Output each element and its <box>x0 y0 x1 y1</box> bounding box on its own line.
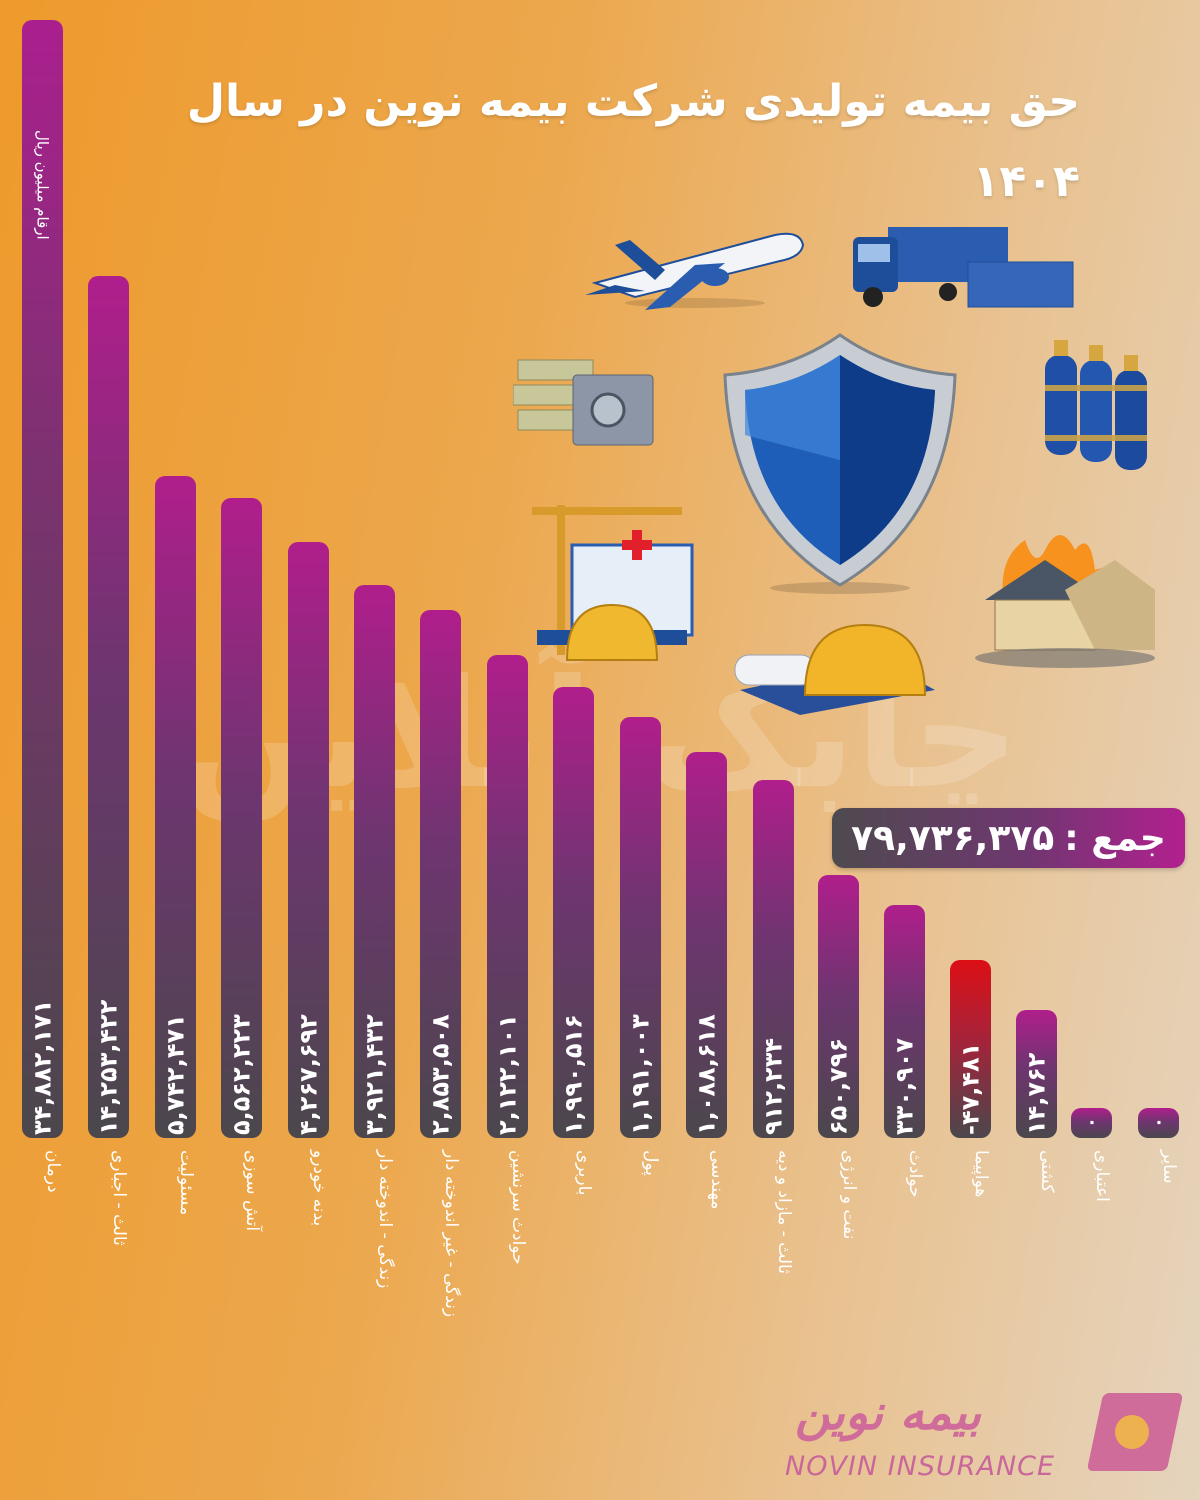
bar-value: ۶۵۰,۷۹۶ <box>824 1037 853 1135</box>
bar-motor-tpl <box>155 476 196 1138</box>
bar-value: -۴۷,۴۸۱ <box>956 1042 985 1135</box>
category-label: زندگی - اندوخته دار <box>375 1150 395 1289</box>
total-value: ۷۹,۷۳۶,۳۷۵ <box>851 817 1055 859</box>
unit-bar <box>22 20 63 1138</box>
bar-car-body <box>354 585 395 1138</box>
category-label: ثالث - اجباری <box>109 1150 129 1246</box>
category-label: مسئولیت <box>176 1150 196 1216</box>
bar-fire <box>288 542 329 1138</box>
bar-marine <box>1016 1010 1057 1138</box>
bar-life-nonsavings <box>487 655 528 1138</box>
unit-label: ارقام میلیون ریال <box>33 130 52 240</box>
bar-credit <box>1071 1108 1112 1138</box>
bar-value: ۱۴,۷۶۲ <box>1022 1052 1051 1135</box>
category-label: آتش سوزی <box>242 1150 262 1232</box>
bar-value: ۱,۱۹۱,۰۰۳ <box>626 1014 655 1135</box>
logo-persian-text: بیمه نوین <box>795 1385 982 1441</box>
category-label: ثالث - مازاد و دیه <box>774 1150 794 1274</box>
bar-value: ۴,۲۶۷,۶۹۲ <box>294 1014 323 1135</box>
bar-engineering <box>753 780 794 1138</box>
bar-other <box>1138 1108 1179 1138</box>
bar-value: ۱,۹۹۰,۵۱۶ <box>559 1014 588 1135</box>
gas-cylinders-icon <box>1045 340 1147 470</box>
bar-value: ۹۱۲,۲۳۴ <box>759 1037 788 1135</box>
bar-value: ۰ <box>1081 1117 1102 1129</box>
category-label: حوادث <box>905 1150 925 1198</box>
category-label: هواپیما <box>971 1150 991 1198</box>
total-badge: ۷۹,۷۳۶,۳۷۵ جمع : <box>832 808 1185 868</box>
bar-value: ۳۳۰,۹۰۷ <box>890 1037 919 1135</box>
bar-value: ۵,۵۶۲,۲۲۳ <box>227 1014 256 1135</box>
bar-money <box>686 752 727 1138</box>
category-label: اعتباری <box>1092 1150 1112 1202</box>
bar-liability <box>221 498 262 1138</box>
chart-title: حق بیمه تولیدی شرکت بیمه نوین در سال ۱۴۰… <box>186 76 1080 207</box>
bar-oil-energy <box>884 905 925 1138</box>
truck-icon <box>853 227 1074 308</box>
category-label: سایر <box>1159 1150 1179 1184</box>
category-label: بدنه خودرو <box>309 1150 329 1227</box>
category-label: باربری <box>574 1150 594 1196</box>
novin-insurance-logo: بیمه نوین NOVIN INSURANCE <box>785 1385 1185 1495</box>
construction-hospital-icon <box>532 505 694 661</box>
bar-value: ۳,۹۲۱,۴۳۲ <box>360 1014 389 1135</box>
bar-value: ۳۴,۸۸۲,۱۷۱ <box>28 999 57 1135</box>
bar-life-savings <box>420 610 461 1138</box>
bar-value: ۲,۱۲۲,۱۰۱ <box>493 1014 522 1135</box>
money-safe-icon <box>513 359 654 446</box>
category-label: پول <box>641 1150 661 1176</box>
airplane-icon <box>585 232 805 310</box>
bar-cargo <box>620 717 661 1138</box>
shield-icon <box>723 333 957 594</box>
logo-english-text: NOVIN INSURANCE <box>785 1451 1056 1482</box>
category-label: حوادث سرنشین <box>508 1150 528 1265</box>
total-label: جمع : <box>1064 817 1166 859</box>
category-label: درمان <box>43 1150 63 1193</box>
burning-house-icon <box>975 535 1155 668</box>
bar-value: ۲,۸۵۳,۵۰۸ <box>426 1014 455 1135</box>
bar-value: ۱,۰۸۸,۶۱۸ <box>692 1014 721 1135</box>
category-label: زندگی - غیر اندوخته دار <box>441 1150 461 1318</box>
hardhat-blueprint-icon <box>734 623 935 715</box>
category-label: مهندسی <box>707 1150 727 1210</box>
logo-dot-icon <box>1115 1415 1149 1449</box>
bar-value: ۱۴,۲۵۳,۴۲۲ <box>94 999 123 1135</box>
category-label: نفت و انرژی <box>839 1150 859 1240</box>
bar-aviation <box>950 960 991 1138</box>
bar-passenger-accident <box>553 687 594 1138</box>
bar-tpl-excess <box>818 875 859 1138</box>
bar-value: ۵,۷۴۲,۴۷۱ <box>161 1014 190 1135</box>
bar-value: ۰ <box>1148 1117 1169 1129</box>
category-label: کشتی <box>1037 1150 1057 1193</box>
bar-darman <box>88 276 129 1138</box>
